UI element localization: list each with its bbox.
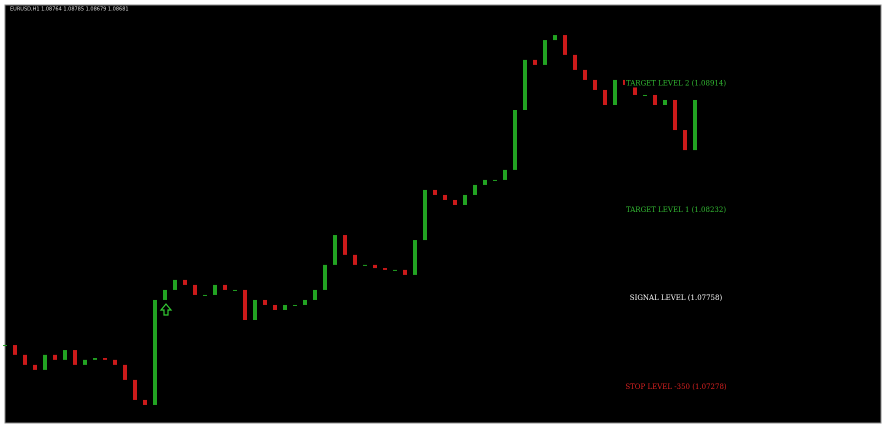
- symbol-header: EURUSD,H1 1.08764 1.08785 1.08679 1.0868…: [10, 7, 129, 13]
- candle: [273, 304, 277, 310]
- label-backdrop: [624, 205, 728, 214]
- candle: [93, 358, 97, 360]
- candle: [203, 294, 207, 296]
- candle: [303, 299, 307, 305]
- candle: [533, 59, 537, 65]
- candle: [283, 304, 287, 310]
- candle: [263, 299, 267, 305]
- candle: [253, 299, 257, 320]
- candle: [483, 179, 487, 185]
- label-backdrop: [624, 79, 728, 88]
- candle: [633, 84, 637, 95]
- buy-arrow: [159, 303, 173, 316]
- candle: [373, 264, 377, 269]
- candle: [323, 264, 327, 290]
- candle: [433, 189, 437, 195]
- candle: [33, 364, 37, 370]
- candle: [673, 99, 677, 131]
- candle: [13, 345, 17, 355]
- level-label: TARGET LEVEL 2 (1.08914): [626, 79, 726, 87]
- plot-area: [4, 4, 882, 424]
- candle: [573, 54, 577, 70]
- candle: [183, 279, 187, 285]
- candle: [153, 299, 157, 405]
- candle: [123, 364, 127, 380]
- candle: [23, 354, 27, 365]
- candle: [393, 269, 397, 271]
- candle: [133, 379, 137, 400]
- candle: [383, 268, 387, 270]
- candle: [363, 264, 367, 266]
- candle: [413, 240, 417, 275]
- candle: [53, 354, 57, 360]
- candle: [403, 269, 407, 275]
- candle: [613, 79, 617, 105]
- candle: [293, 304, 297, 306]
- candle: [163, 289, 167, 300]
- candle: [213, 284, 217, 295]
- candle: [593, 79, 597, 90]
- candle: [143, 399, 147, 405]
- candle: [63, 350, 67, 360]
- candle: [343, 235, 347, 255]
- candle: [353, 254, 357, 265]
- candle: [643, 94, 647, 96]
- candle: [653, 94, 657, 105]
- candle: [3, 345, 7, 347]
- candle: [443, 194, 447, 200]
- candle: [513, 110, 517, 170]
- candle: [193, 284, 197, 295]
- candle: [83, 359, 87, 365]
- candle: [503, 169, 507, 180]
- candle: [663, 99, 667, 105]
- candle: [553, 35, 557, 41]
- candle: [243, 289, 247, 320]
- candle: [453, 199, 457, 205]
- candle: [493, 179, 497, 181]
- level-label: STOP LEVEL -350 (1.07278): [625, 383, 727, 391]
- candle: [463, 194, 467, 205]
- level-label: TARGET LEVEL 1 (1.08232): [626, 206, 726, 214]
- candle: [583, 69, 587, 80]
- candle: [683, 130, 687, 151]
- candle: [543, 40, 547, 65]
- candle: [523, 59, 527, 110]
- candle: [103, 358, 107, 360]
- label-backdrop: [624, 382, 728, 391]
- level-label: SIGNAL LEVEL (1.07758): [630, 294, 723, 302]
- candle: [43, 354, 47, 370]
- candle: [473, 184, 477, 195]
- label-backdrop: [628, 293, 724, 302]
- candle: [173, 279, 177, 290]
- candle: [693, 99, 697, 151]
- candle: [73, 350, 77, 365]
- candle: [313, 289, 317, 300]
- candle: [223, 284, 227, 290]
- candle: [603, 89, 607, 105]
- candle: [113, 359, 117, 365]
- candle: [423, 189, 427, 241]
- candle: [563, 35, 567, 55]
- candle: [333, 235, 337, 265]
- candle: [233, 289, 237, 291]
